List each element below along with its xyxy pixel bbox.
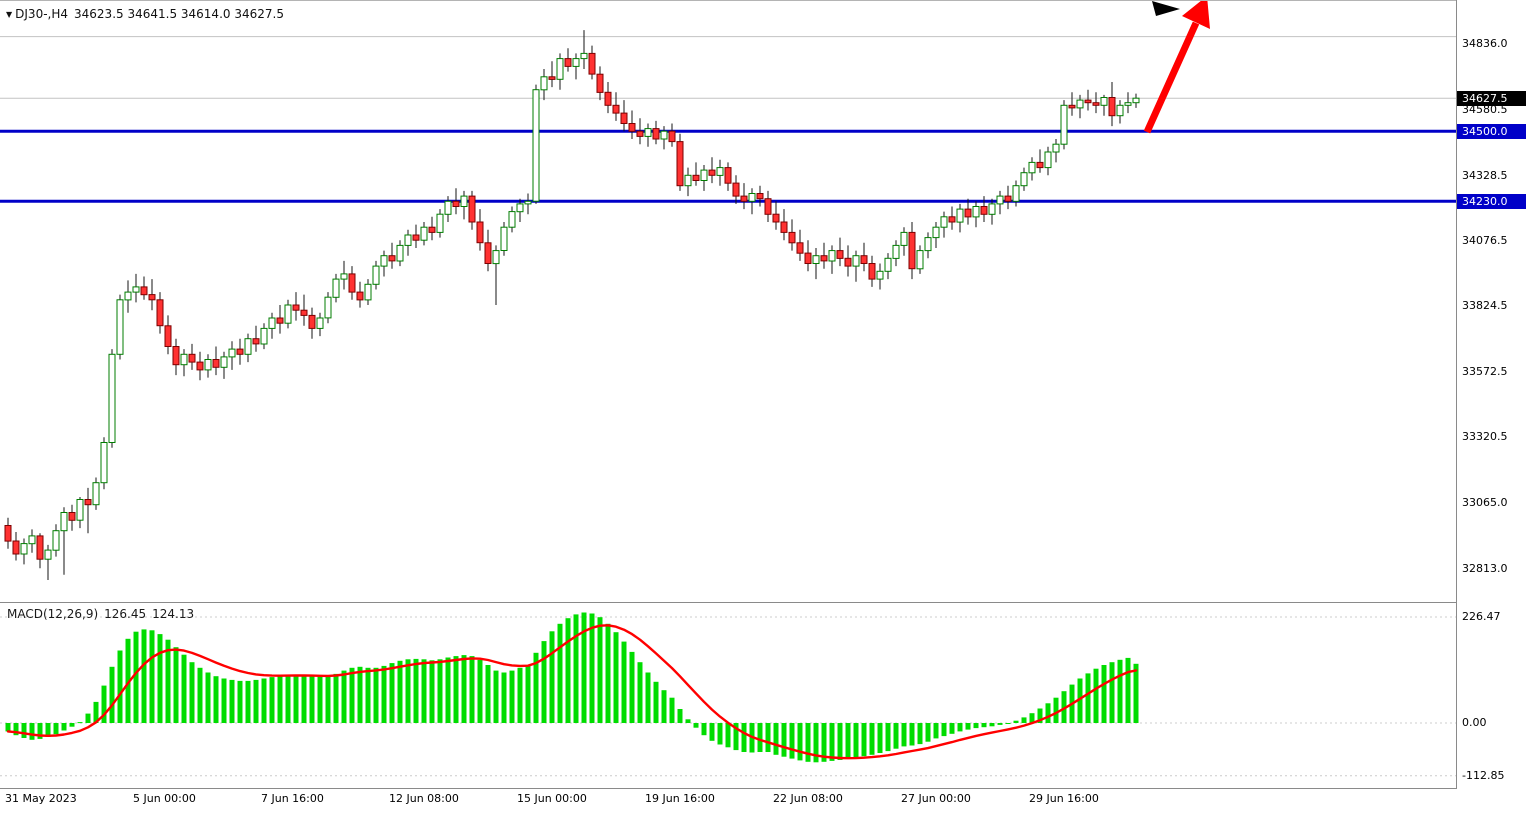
ohlc-values: 34623.5 34641.5 34614.0 34627.5 bbox=[74, 7, 284, 21]
time-axis-label: 29 Jun 16:00 bbox=[1029, 792, 1099, 805]
time-axis-label: 22 Jun 08:00 bbox=[773, 792, 843, 805]
price-axis-label: 34580.5 bbox=[1462, 103, 1508, 117]
macd-axis-label: 0.00 bbox=[1462, 715, 1487, 729]
macd-signal-value: 124.13 bbox=[152, 607, 195, 621]
level-price-tag: 34230.0 bbox=[1457, 193, 1526, 209]
time-axis[interactable]: 31 May 2023 5 Jun 00:00 7 Jun 16:00 12 Jun … bbox=[0, 789, 1456, 813]
price-axis-label: 33065.0 bbox=[1462, 496, 1508, 510]
time-axis-label: 31 May 2023 bbox=[5, 792, 77, 805]
price-axis-label: 33320.5 bbox=[1462, 430, 1508, 444]
price-chart-canvas[interactable] bbox=[0, 0, 1456, 602]
price-axis-label: 33572.5 bbox=[1462, 364, 1508, 378]
time-axis-label: 12 Jun 08:00 bbox=[389, 792, 459, 805]
axis-separator bbox=[1456, 0, 1457, 789]
time-axis-label: 15 Jun 00:00 bbox=[517, 792, 587, 805]
symbol-timeframe-label: DJ30-,H4 bbox=[15, 7, 69, 21]
price-axis-label: 33824.5 bbox=[1462, 299, 1508, 313]
macd-axis-label: 226.47 bbox=[1462, 610, 1501, 623]
macd-value: 126.45 bbox=[104, 607, 147, 621]
symbol-dropdown-icon[interactable]: ▼ bbox=[6, 10, 13, 19]
level-price-tag: 34500.0 bbox=[1457, 123, 1526, 139]
macd-histogram bbox=[5, 612, 1139, 763]
macd-axis-label: -112.85 bbox=[1462, 768, 1505, 782]
time-axis-label: 7 Jun 16:00 bbox=[261, 792, 324, 805]
chart-header: ▼ DJ30-,H4 34623.5 34641.5 34614.0 34627.5 bbox=[6, 7, 290, 21]
time-axis-label: 27 Jun 00:00 bbox=[901, 792, 971, 805]
macd-name: MACD(12,26,9) bbox=[7, 607, 99, 621]
price-axis-label: 34836.0 bbox=[1462, 37, 1508, 51]
macd-indicator-canvas[interactable] bbox=[0, 603, 1456, 788]
macd-signal-line bbox=[6, 624, 1138, 760]
macd-indicator-label: MACD(12,26,9) 126.45 124.13 bbox=[7, 607, 200, 621]
time-axis-label: 19 Jun 16:00 bbox=[645, 792, 715, 805]
chart-macd-separator[interactable] bbox=[0, 602, 1457, 603]
price-axis[interactable]: 34836.0 34580.5 34328.5 34076.5 33824.5 33572… bbox=[1457, 0, 1526, 813]
price-axis-label: 32813.0 bbox=[1462, 561, 1508, 575]
candlesticks[interactable] bbox=[4, 30, 1140, 580]
price-axis-label: 34328.5 bbox=[1462, 168, 1508, 182]
top-border bbox=[0, 0, 1526, 1]
current-price-tag: 34627.5 bbox=[1457, 90, 1526, 106]
macd-timeaxis-separator bbox=[0, 788, 1457, 789]
time-axis-label: 5 Jun 00:00 bbox=[133, 792, 196, 805]
trend-arrow-annotation[interactable] bbox=[1143, 0, 1210, 134]
mouse-cursor bbox=[1152, 1, 1180, 16]
price-axis-label: 34076.5 bbox=[1462, 234, 1508, 248]
